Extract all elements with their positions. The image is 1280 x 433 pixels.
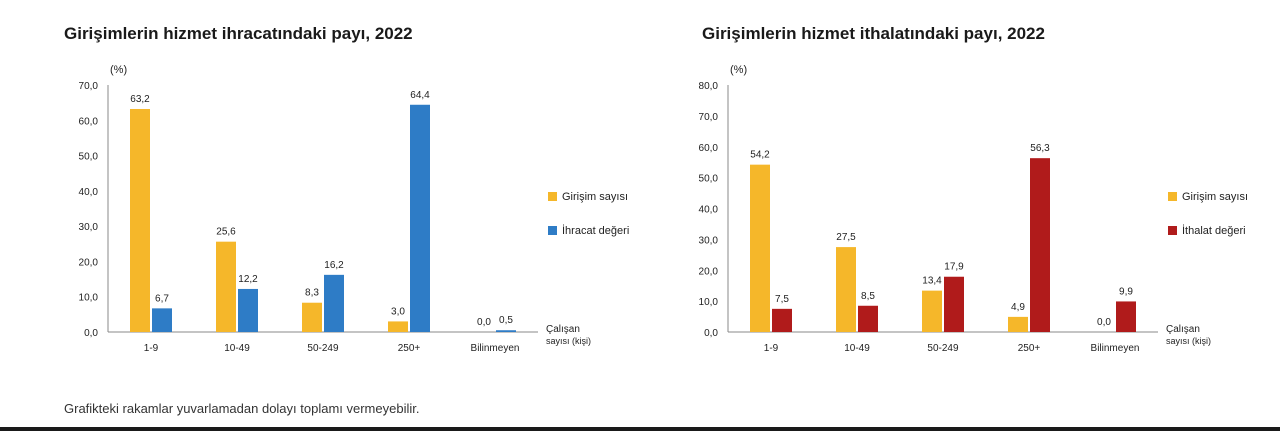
import-x-tick-label: 1-9 <box>764 343 779 354</box>
export-y-tick-label: 30,0 <box>79 222 99 233</box>
export-bar-ihracat-degeri <box>152 308 172 332</box>
export-data-label: 63,2 <box>130 94 150 105</box>
import-data-label: 8,5 <box>861 291 875 302</box>
import-data-label: 0,0 <box>1097 317 1111 328</box>
import-y-axis-label: (%) <box>730 64 747 76</box>
import-bar-girisim-sayisi <box>1008 316 1028 332</box>
import-legend-label-ithalat-degeri: İthalat değeri <box>1182 224 1246 237</box>
import-bar-ithalat-degeri <box>772 308 792 332</box>
export-legend-swatch-girisim-sayisi <box>548 192 557 201</box>
export-x-tick-label: 1-9 <box>144 343 159 354</box>
import-bar-ithalat-degeri <box>858 305 878 332</box>
import-x-axis-label: Çalışan <box>1166 324 1200 335</box>
export-data-label: 0,5 <box>499 315 513 326</box>
import-data-label: 56,3 <box>1030 143 1050 154</box>
import-data-label: 13,4 <box>922 276 942 287</box>
import-bar-girisim-sayisi <box>836 247 856 332</box>
export-bar-girisim-sayisi <box>302 302 322 332</box>
import-data-label: 54,2 <box>750 150 770 161</box>
export-data-label: 3,0 <box>391 306 405 317</box>
import-y-tick-label: 40,0 <box>699 205 719 216</box>
footnote: Grafikteki rakamlar yuvarlamadan dolayı … <box>64 401 420 416</box>
export-share-chart: (%) 0,0 10,0 20,0 30,0 40,0 50,0 60,0 70,0 1-9 63,… <box>79 64 630 354</box>
import-y-tick-label: 60,0 <box>699 143 719 154</box>
export-data-label: 64,4 <box>410 90 430 101</box>
export-data-label: 6,7 <box>155 293 169 304</box>
export-y-tick-label: 70,0 <box>79 81 99 92</box>
import-x-axis-label-unit: sayısı (kişi) <box>1166 336 1211 346</box>
chart-title-import: Girişimlerin hizmet ithalatındaki payı, … <box>702 24 1045 43</box>
export-bar-ihracat-degeri <box>410 104 430 332</box>
export-x-tick-label: 50-249 <box>307 343 339 354</box>
chart-title-export: Girişimlerin hizmet ihracatındaki payı, … <box>64 24 413 43</box>
export-y-tick-label: 0,0 <box>84 328 98 339</box>
export-data-label: 25,6 <box>216 227 236 238</box>
export-data-label: 0,0 <box>477 317 491 328</box>
import-y-tick-label: 30,0 <box>699 235 719 246</box>
import-data-label: 27,5 <box>836 232 856 243</box>
import-bar-girisim-sayisi <box>750 164 770 332</box>
import-legend-label-girisim-sayisi: Girişim sayısı <box>1182 191 1248 203</box>
export-y-axis-label: (%) <box>110 64 127 76</box>
import-y-tick-label: 10,0 <box>699 297 719 308</box>
import-bar-ithalat-degeri <box>1116 301 1136 332</box>
export-legend-label-ihracat-degeri: İhracat değeri <box>562 224 629 237</box>
export-data-label: 12,2 <box>238 274 258 285</box>
export-data-label: 8,3 <box>305 288 319 299</box>
export-data-label: 16,2 <box>324 260 344 271</box>
export-y-tick-label: 50,0 <box>79 152 99 163</box>
export-legend-label-girisim-sayisi: Girişim sayısı <box>562 191 628 203</box>
import-legend-swatch-ithalat-degeri <box>1168 226 1177 235</box>
import-x-tick-label: 10-49 <box>844 343 870 354</box>
import-data-label: 9,9 <box>1119 286 1133 297</box>
export-y-tick-label: 20,0 <box>79 257 99 268</box>
export-y-tick-label: 60,0 <box>79 116 99 127</box>
import-y-tick-label: 70,0 <box>699 112 719 123</box>
export-bar-girisim-sayisi <box>216 241 236 332</box>
import-bar-girisim-sayisi <box>922 290 942 332</box>
export-y-tick-label: 10,0 <box>79 293 99 304</box>
import-legend-swatch-girisim-sayisi <box>1168 192 1177 201</box>
import-bar-ithalat-degeri <box>944 276 964 332</box>
import-x-tick-label: 250+ <box>1018 343 1041 354</box>
export-bar-ihracat-degeri <box>238 288 258 332</box>
export-x-tick-label: 10-49 <box>224 343 250 354</box>
export-x-axis-label-unit: sayısı (kişi) <box>546 336 591 346</box>
import-data-label: 17,9 <box>944 262 964 273</box>
import-y-tick-label: 20,0 <box>699 266 719 277</box>
import-x-tick-label: 50-249 <box>927 343 959 354</box>
export-y-tick-label: 40,0 <box>79 187 99 198</box>
bottom-divider <box>0 427 1280 431</box>
import-y-tick-label: 80,0 <box>699 81 719 92</box>
import-share-chart: (%) 0,0 10,0 20,0 30,0 40,0 50,0 60,0 70,0 80,0 1-… <box>699 64 1248 354</box>
import-bar-ithalat-degeri <box>1030 158 1050 332</box>
import-y-tick-label: 50,0 <box>699 174 719 185</box>
export-x-axis-label: Çalışan <box>546 324 580 335</box>
export-legend-swatch-ihracat-degeri <box>548 226 557 235</box>
export-bar-girisim-sayisi <box>388 321 408 332</box>
export-bar-girisim-sayisi <box>130 108 150 332</box>
import-data-label: 7,5 <box>775 294 789 305</box>
import-y-tick-label: 0,0 <box>704 328 718 339</box>
export-bar-ihracat-degeri <box>496 330 516 332</box>
export-bar-ihracat-degeri <box>324 274 344 332</box>
export-x-tick-label: Bilinmeyen <box>471 343 520 354</box>
import-x-tick-label: Bilinmeyen <box>1091 343 1140 354</box>
import-data-label: 4,9 <box>1011 302 1025 313</box>
export-x-tick-label: 250+ <box>398 343 421 354</box>
